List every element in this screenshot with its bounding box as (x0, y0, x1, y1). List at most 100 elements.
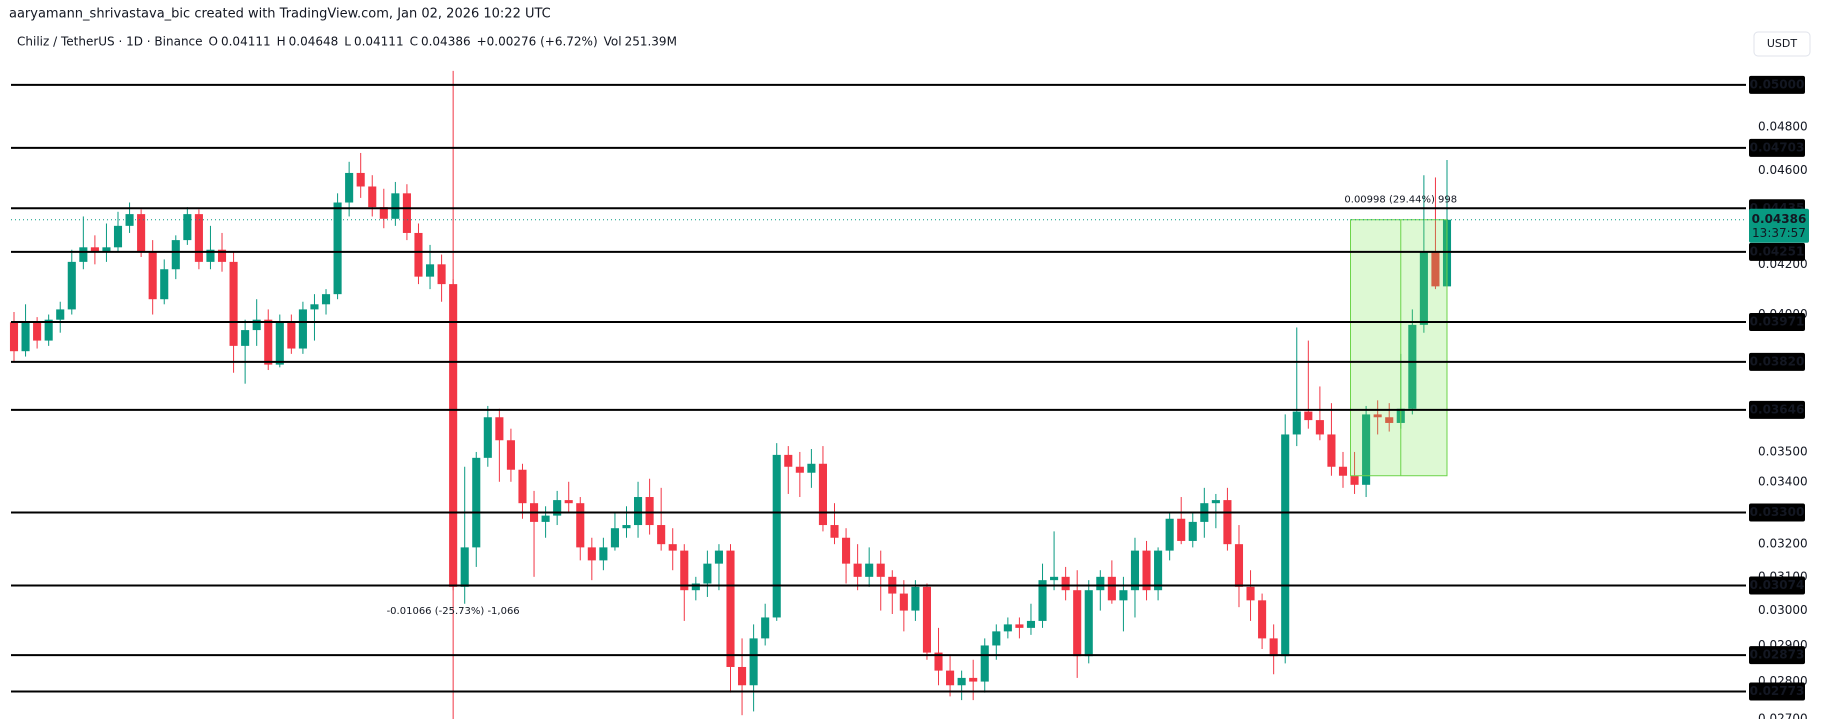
candle-body (1130, 550, 1140, 591)
candle-body (876, 563, 885, 577)
candle-body (1015, 624, 1024, 628)
candle-body (1073, 590, 1082, 657)
candle-body (125, 214, 134, 226)
candle-body (980, 645, 989, 682)
candle-body (1096, 576, 1105, 591)
candle-body (379, 207, 388, 219)
legend-value: 0.04386 (421, 35, 471, 49)
measure-box (1350, 219, 1448, 477)
y-tick-label: 0.03000 (1758, 603, 1808, 617)
candle-body (853, 563, 862, 577)
level-label-box (1749, 138, 1805, 157)
level-label-box (1749, 400, 1805, 419)
candle-body (90, 247, 99, 253)
candle-body (217, 249, 227, 262)
candle-body (460, 547, 469, 587)
candle-body (749, 638, 758, 686)
legend-volume: 251.39M (625, 35, 677, 49)
candle-body (957, 677, 966, 686)
candle-body (437, 264, 446, 285)
level-label-box (1749, 682, 1805, 701)
candle-body (1165, 518, 1174, 551)
candle-body (1154, 550, 1163, 591)
candle-body (321, 294, 331, 305)
candle-body (264, 319, 273, 365)
candle-body (818, 463, 827, 526)
candle-body (1385, 417, 1394, 423)
candle-body (333, 202, 342, 295)
legend-key: C (410, 35, 418, 49)
currency-button-box[interactable] (1753, 31, 1811, 57)
candle-body (356, 172, 365, 187)
candle-body (368, 186, 377, 208)
candle-body (645, 497, 654, 526)
candle-body (842, 537, 851, 564)
candle-body (946, 670, 955, 686)
candle-body (1246, 586, 1255, 601)
candle-body (194, 214, 203, 262)
y-tick-label: 0.02700 (1758, 712, 1808, 719)
candle-body (1177, 518, 1186, 541)
legend-change: +0.00276 (+6.72%) (477, 35, 598, 49)
candle-body (102, 247, 111, 253)
header: aaryamann_shrivastava_bic created with T… (9, 7, 551, 22)
legend-value: 0.04111 (221, 35, 271, 49)
level-label-box (1749, 352, 1805, 371)
legend-key: Vol (604, 35, 622, 49)
level-label-box (1749, 242, 1805, 261)
candle-body (1315, 420, 1324, 435)
candle-body (772, 454, 781, 618)
candle-body (899, 593, 908, 611)
candle-body (1258, 600, 1267, 639)
candle-body (865, 563, 874, 577)
currency-button[interactable]: USDT (1753, 31, 1811, 57)
candle-body (541, 515, 550, 522)
currency-label[interactable]: USDT (1767, 37, 1798, 50)
level-label: 0.03820 (1750, 354, 1805, 368)
candle-body (726, 550, 735, 667)
level-label-box (1749, 503, 1805, 522)
candle-body (657, 525, 666, 545)
candle-body (587, 547, 596, 561)
candle-body (1281, 434, 1290, 657)
candle-body (241, 330, 250, 346)
candle-body (911, 586, 920, 611)
candle-body (1211, 500, 1220, 504)
candle-body (1373, 414, 1382, 418)
candle-body (183, 214, 192, 241)
candle-body (1119, 590, 1128, 601)
candle-body (680, 550, 689, 591)
candle-body (922, 586, 932, 653)
symbol-title: Chiliz / TetherUS · 1D · Binance (17, 35, 203, 49)
candle-body (599, 547, 608, 561)
y-tick-label: 0.03200 (1758, 537, 1808, 551)
candle-body (1419, 252, 1428, 325)
candle-body (495, 417, 504, 441)
level-label-box (1749, 313, 1805, 332)
candle-body (137, 214, 146, 253)
y-tick-label: 0.04800 (1758, 119, 1808, 133)
candle-body (1026, 620, 1036, 628)
candle-body (703, 563, 712, 584)
candle-body (622, 525, 631, 529)
candle-body (1304, 411, 1313, 421)
level-label: 0.05000 (1750, 77, 1805, 91)
candle-body (252, 319, 261, 331)
level-label: 0.04703 (1750, 140, 1805, 154)
candle-body (1142, 550, 1151, 591)
candle-body (402, 193, 411, 233)
candle-body (1061, 576, 1070, 591)
candle-body (934, 652, 943, 671)
candle-body (483, 417, 492, 458)
candle-body (67, 261, 76, 310)
candle-body (472, 457, 481, 548)
candle-body (1292, 411, 1301, 435)
candle-body (414, 232, 423, 277)
candle-body (1408, 324, 1417, 409)
legend-key: H (277, 35, 286, 49)
candle-body (807, 463, 816, 473)
y-tick-label: 0.03500 (1758, 444, 1808, 458)
candle-body (1362, 414, 1371, 485)
